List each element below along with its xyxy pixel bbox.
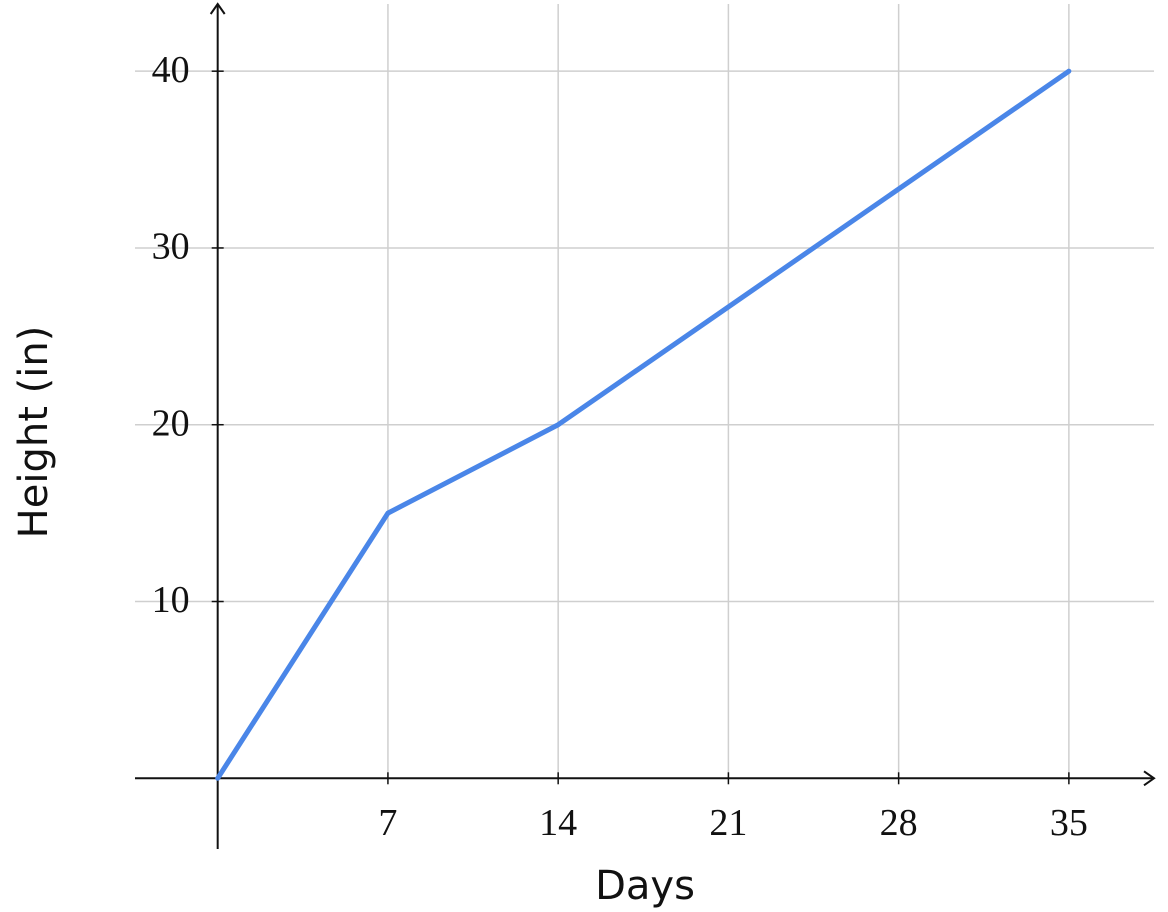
x-tick-label: 14 bbox=[539, 802, 577, 844]
x-tick-label: 7 bbox=[378, 802, 397, 844]
y-tick-label: 20 bbox=[152, 402, 190, 444]
y-tick-label: 30 bbox=[152, 226, 190, 268]
x-tick-label: 28 bbox=[880, 802, 918, 844]
x-tick-label: 21 bbox=[709, 802, 747, 844]
y-axis-title: Height (in) bbox=[11, 326, 57, 539]
plot bbox=[215, 68, 1072, 781]
y-axis-arrow bbox=[209, 2, 226, 15]
y-tick-label: 40 bbox=[152, 49, 190, 91]
x-tick-label: 35 bbox=[1050, 802, 1088, 844]
grid bbox=[135, 4, 1154, 779]
axes: 7 14 21 28 35 10 20 30 40 bbox=[135, 2, 1156, 849]
x-axis-arrow bbox=[1143, 770, 1156, 787]
x-axis-title: Days bbox=[595, 863, 695, 909]
y-tick-label: 10 bbox=[152, 579, 190, 621]
line bbox=[215, 68, 1072, 781]
